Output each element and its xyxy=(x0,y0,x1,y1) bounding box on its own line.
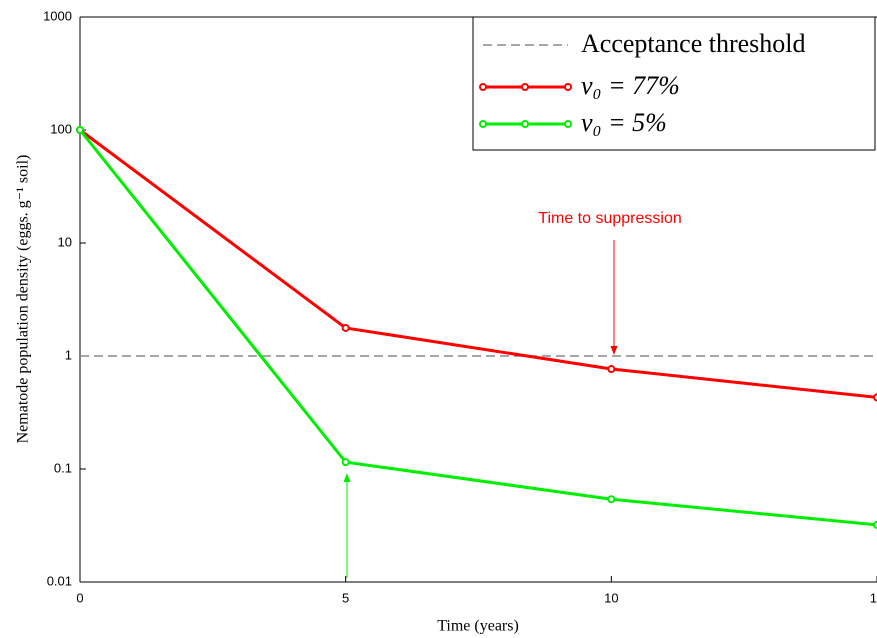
y-axis-label: Nematode population density (eggs. g⁻¹ s… xyxy=(15,155,32,444)
legend-marker xyxy=(564,83,572,91)
point xyxy=(873,520,877,529)
legend-marker xyxy=(564,120,572,128)
legend-label: Acceptance threshold xyxy=(581,29,806,58)
point xyxy=(607,495,616,504)
series-line xyxy=(79,128,877,399)
point xyxy=(607,365,616,374)
point xyxy=(341,323,350,332)
point xyxy=(341,458,350,467)
x-tick-label: 15 xyxy=(870,590,877,605)
y-tick-label: 100 xyxy=(50,121,72,136)
y-tick-label: 10 xyxy=(58,234,72,249)
point xyxy=(76,126,84,134)
legend-box xyxy=(472,16,876,151)
x-axis-label: Time (years) xyxy=(437,618,519,635)
series-line xyxy=(78,129,877,527)
annotation: Time to suppression xyxy=(538,210,681,227)
y-tick-label: 1 xyxy=(65,347,72,362)
y-tick-label: 0.01 xyxy=(47,573,72,588)
legend-label: v₀ = 77% xyxy=(581,71,680,100)
x-tick-label: 10 xyxy=(604,590,618,605)
x-tick-label: 5 xyxy=(342,590,349,605)
x-tick-label: 0 xyxy=(76,590,83,605)
legend-label: v₀ = 5% xyxy=(581,108,667,137)
legend-marker xyxy=(521,120,529,128)
y-tick-label: 0.1 xyxy=(54,460,72,475)
legend-marker xyxy=(521,83,529,91)
legend-marker xyxy=(479,83,487,91)
y-tick-label: 1000 xyxy=(43,8,72,23)
point xyxy=(873,393,877,402)
legend-marker xyxy=(479,120,487,128)
